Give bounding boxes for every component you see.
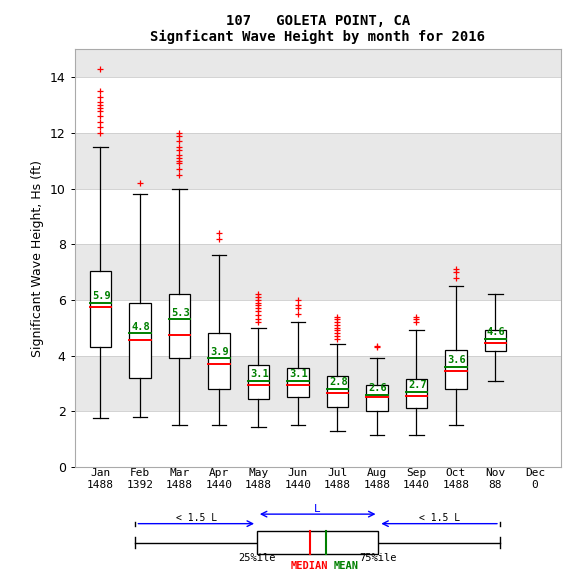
Text: L: L	[315, 504, 321, 514]
Text: 3.6: 3.6	[447, 355, 466, 365]
Text: 2.8: 2.8	[329, 377, 348, 387]
Bar	[75, 133, 561, 188]
Text: 4.6: 4.6	[487, 327, 505, 337]
Text: MEDIAN: MEDIAN	[291, 561, 328, 571]
Bar	[75, 300, 561, 356]
Text: 2.7: 2.7	[408, 380, 427, 390]
Bar	[168, 294, 190, 358]
Text: MEAN: MEAN	[334, 561, 359, 571]
Text: < 1.5 L: < 1.5 L	[175, 513, 217, 523]
Bar	[405, 379, 427, 408]
Bar	[366, 385, 388, 411]
Text: 3.1: 3.1	[289, 369, 308, 379]
Bar	[287, 368, 309, 397]
Text: 75%ile: 75%ile	[360, 553, 397, 563]
Text: 3.9: 3.9	[210, 347, 229, 357]
Text: 4.8: 4.8	[132, 321, 150, 332]
Bar	[90, 271, 112, 347]
Text: 2.6: 2.6	[369, 383, 387, 393]
Title: 107   GOLETA POINT, CA
Signficant Wave Height by month for 2016: 107 GOLETA POINT, CA Signficant Wave Hei…	[150, 13, 485, 44]
Bar	[485, 331, 507, 351]
Bar	[75, 49, 561, 77]
Y-axis label: Significant Wave Height, Hs (ft): Significant Wave Height, Hs (ft)	[31, 160, 44, 357]
Text: 3.1: 3.1	[250, 369, 269, 379]
Bar	[445, 350, 467, 389]
Bar	[75, 244, 561, 300]
Text: < 1.5 L: < 1.5 L	[419, 513, 460, 523]
Bar	[208, 334, 230, 389]
Bar	[129, 303, 151, 378]
Bar	[248, 365, 269, 398]
Text: 25%ile: 25%ile	[238, 553, 275, 563]
Bar	[327, 376, 348, 407]
Text: 5.3: 5.3	[171, 307, 190, 318]
Text: 5.9: 5.9	[92, 291, 110, 301]
Bar	[75, 411, 561, 467]
Bar	[75, 77, 561, 133]
Bar	[257, 531, 378, 554]
Bar	[75, 356, 561, 411]
Bar	[75, 188, 561, 244]
